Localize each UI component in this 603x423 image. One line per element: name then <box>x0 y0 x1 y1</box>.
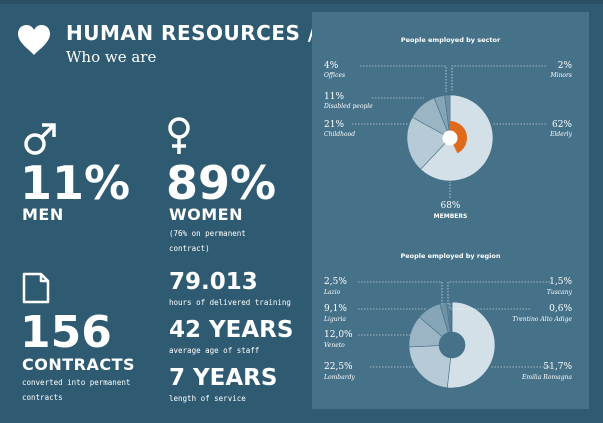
region-trentino-label: Trentino Alto Adige <box>512 316 572 323</box>
leader-lines <box>352 65 550 368</box>
contracts-count: 156 <box>20 307 112 358</box>
document-icon <box>22 272 50 304</box>
heart-icon <box>18 25 50 55</box>
page-title: HUMAN RESOURCES / <box>66 21 316 45</box>
sector-pie-chart <box>406 94 494 182</box>
region-slice-emilia-romagna <box>446 301 496 389</box>
region-slice-lombardy <box>408 345 451 389</box>
sector-offices-value: 4% <box>324 61 339 71</box>
training-hours-note: hours of delivered training <box>169 298 291 307</box>
page-subtitle: Who we are <box>66 48 157 66</box>
men-label: MEN <box>22 205 64 224</box>
region-pie-chart <box>408 301 496 389</box>
contracts-label: CONTRACTS <box>22 355 136 374</box>
sector-disabled-label: Disabled people <box>324 103 373 110</box>
region-lazio-leader-line <box>358 281 443 304</box>
sector-offices-leader-line <box>360 65 447 92</box>
region-slice-trentino-alto-adige <box>450 301 453 333</box>
sector-minors-value: 2% <box>557 61 572 71</box>
members-value: 68% <box>440 201 461 211</box>
region-lazio-label: Lazio <box>324 289 341 296</box>
women-note-line2: contract) <box>169 244 210 253</box>
sector-slice-minors <box>444 94 451 139</box>
region-emilia-value: 51,7% <box>543 362 572 372</box>
sector-slice-members-highlight <box>450 121 467 154</box>
members-label: MEMBERS <box>433 213 468 220</box>
women-percentage: 89% <box>166 156 277 210</box>
sector-elderly-value: 62% <box>551 120 572 130</box>
female-icon <box>168 117 190 154</box>
women-label: WOMEN <box>169 205 243 224</box>
region-emilia-label: Emilia Romagna <box>522 374 572 381</box>
sector-center-hole <box>442 130 458 146</box>
average-age-note: average age of staff <box>169 346 260 355</box>
region-chart-title: People employed by region <box>400 252 501 260</box>
region-lombardy-value: 22,5% <box>324 362 353 372</box>
sector-elderly-label: Elderly <box>550 131 572 138</box>
average-age-value: 42 YEARS <box>169 317 294 343</box>
region-veneto-value: 12,0% <box>324 330 353 340</box>
region-tuscany-value: 1,5% <box>549 277 572 287</box>
service-length-value: 7 YEARS <box>169 365 278 391</box>
region-tuscany-leader-line <box>447 281 550 304</box>
region-liguria-label: Liguria <box>324 316 346 323</box>
region-lazio-value: 2,5% <box>324 277 347 287</box>
sector-chart-title: People employed by sector <box>400 36 501 44</box>
sector-slice-childhood <box>406 116 451 170</box>
charts-svg <box>352 65 550 389</box>
region-liguria-value: 9,1% <box>324 304 347 314</box>
sector-childhood-label: Childhood <box>324 131 356 138</box>
training-hours-value: 79.013 <box>169 269 258 295</box>
men-percentage: 11% <box>20 156 131 210</box>
sector-childhood-value: 21% <box>324 120 345 130</box>
region-trentino-value: 0,6% <box>549 304 572 314</box>
region-trentino-leader-line <box>449 303 530 310</box>
region-veneto-label: Veneto <box>324 342 345 349</box>
sector-minors-leader-line <box>451 65 546 92</box>
sector-disabled-value: 11% <box>324 92 345 102</box>
contracts-note-line2: contracts <box>22 393 63 402</box>
women-note-line1: (76% on permanent <box>169 229 246 238</box>
contracts-note-line1: converted into permanent <box>22 378 131 387</box>
charts-panel: People employed by sector People employe… <box>312 12 589 409</box>
top-border <box>0 0 603 4</box>
male-icon <box>24 123 56 155</box>
service-length-note: length of service <box>169 394 246 403</box>
region-lombardy-label: Lombardy <box>324 374 355 381</box>
sector-offices-label: Offices <box>324 72 346 79</box>
region-tuscany-label: Tuscany <box>546 289 572 296</box>
sector-minors-label: Minors <box>550 72 573 79</box>
